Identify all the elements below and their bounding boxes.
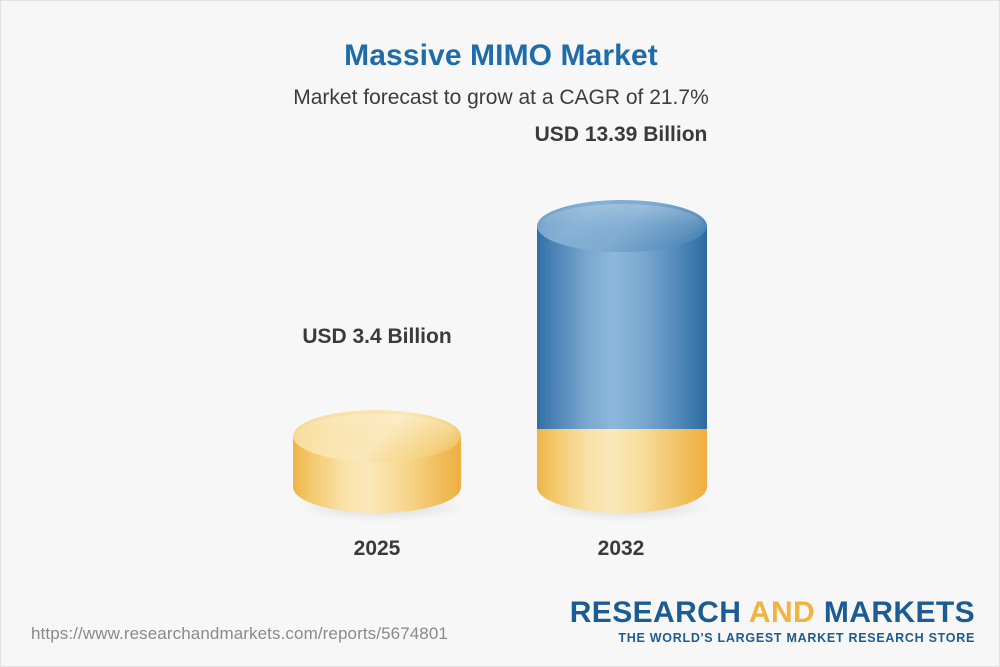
bar-value-label-2025: USD 3.4 Billion bbox=[302, 325, 452, 348]
brand-name-research: RESEARCH bbox=[569, 596, 749, 629]
cylinder-bar-2032[interactable] bbox=[537, 200, 711, 520]
bar-group-2025: USD 3.4 Billion 2025 bbox=[217, 325, 537, 560]
cylinder-segment-2032-blue bbox=[537, 226, 707, 429]
cylinder-bar-2025[interactable] bbox=[293, 410, 465, 520]
brand-tagline: THE WORLD'S LARGEST MARKET RESEARCH STOR… bbox=[618, 631, 975, 645]
cylinder-top-cap-2032 bbox=[537, 200, 707, 252]
cylinder-segment-2032-yellow bbox=[537, 429, 707, 513]
brand-logo: RESEARCH AND MARKETS THE WORLD'S LARGEST… bbox=[570, 597, 975, 646]
chart-header: Massive MIMO Market Market forecast to g… bbox=[1, 1, 999, 111]
cylinder-top-cap-2025 bbox=[293, 410, 461, 462]
chart-subtitle: Market forecast to grow at a CAGR of 21.… bbox=[293, 86, 709, 109]
bar-value-label-2032: USD 13.39 Billion bbox=[534, 123, 708, 146]
bar-group-2032: USD 13.39 Billion 2032 bbox=[461, 123, 781, 560]
chart-plot-area: USD 3.4 Billion 2025 USD 13.39 Billion bbox=[1, 1, 999, 601]
brand-name: RESEARCH AND MARKETS bbox=[570, 597, 975, 629]
page-title: Massive MIMO Market bbox=[344, 39, 658, 72]
source-url[interactable]: https://www.researchandmarkets.com/repor… bbox=[31, 624, 448, 643]
bar-category-label-2025: 2025 bbox=[353, 537, 401, 560]
brand-name-and: AND bbox=[748, 596, 816, 629]
cylinder-rim-highlight-2025 bbox=[298, 414, 456, 454]
brand-name-markets: MARKETS bbox=[815, 596, 975, 629]
bar-category-label-2032: 2032 bbox=[597, 537, 645, 560]
cylinder-rim-highlight-2032 bbox=[542, 204, 702, 244]
